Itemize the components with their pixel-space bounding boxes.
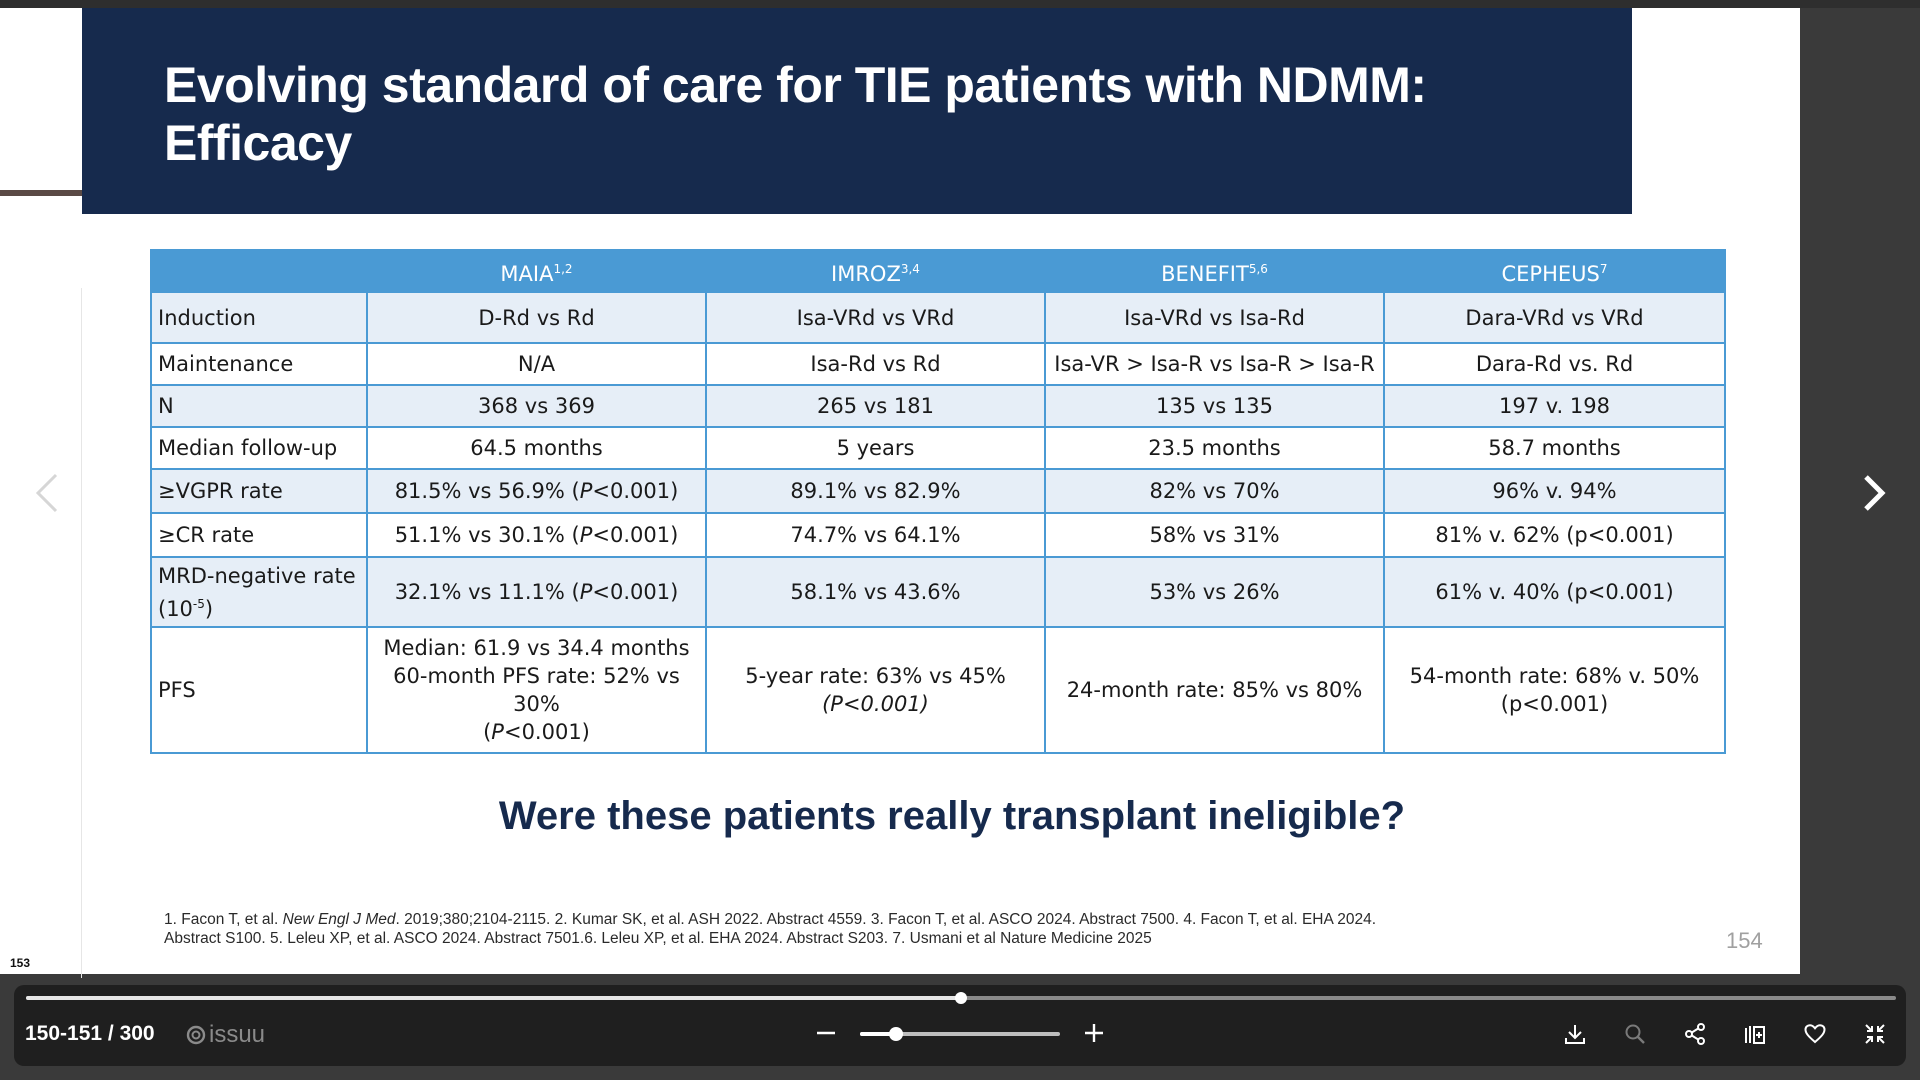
table-cell: 58.7 months	[1383, 426, 1726, 470]
viewer-toolbar: 150-151 / 300 issuu	[14, 985, 1906, 1066]
table-row-vgpr: ≥VGPR rate 81.5% vs 56.9% (P<0.001) 89.1…	[150, 468, 1726, 514]
brand-text: issuu	[209, 1021, 266, 1048]
table-row-induction: Induction D-Rd vs Rd Isa-VRd vs VRd Isa-…	[150, 291, 1726, 344]
table-cell: 135 vs 135	[1044, 384, 1385, 428]
zoom-slider-fill	[860, 1032, 896, 1036]
table-cell: 32.1% vs 11.1% (P<0.001)	[366, 556, 707, 628]
table-cell: 5-year rate: 63% vs 45% (P<0.001)	[705, 626, 1046, 754]
table-row-pfs: PFS Median: 61.9 vs 34.4 months 60-month…	[150, 626, 1726, 754]
plus-icon	[1085, 1024, 1103, 1042]
row-label: Median follow-up	[150, 426, 368, 470]
like-button[interactable]	[1800, 1019, 1830, 1049]
table-cell: Isa-Rd vs Rd	[705, 342, 1046, 386]
left-page-rule	[0, 190, 82, 196]
table-cell: D-Rd vs Rd	[366, 291, 707, 344]
page-progress-bar[interactable]	[26, 992, 1896, 1004]
table-row-maintenance: Maintenance N/A Isa-Rd vs Rd Isa-VR > Is…	[150, 342, 1726, 386]
viewer-top-strip	[0, 0, 1920, 8]
slide-question: Were these patients really transplant in…	[498, 794, 1406, 838]
table-cell: 51.1% vs 30.1% (P<0.001)	[366, 512, 707, 558]
add-to-stack-button[interactable]	[1740, 1019, 1770, 1049]
table-row-mrd: MRD-negative rate (10-5) 32.1% vs 11.1% …	[150, 556, 1726, 628]
table-cell: 81% v. 62% (p<0.001)	[1383, 512, 1726, 558]
page-progress-fill	[26, 996, 961, 1000]
zoom-in-button[interactable]	[1080, 1019, 1108, 1047]
table-row-cr: ≥CR rate 51.1% vs 30.1% (P<0.001) 74.7% …	[150, 512, 1726, 558]
chevron-left-icon	[35, 473, 58, 513]
table-cell: Dara-Rd vs. Rd	[1383, 342, 1726, 386]
header-maia: MAIA1,2	[366, 249, 707, 293]
table-cell: 53% vs 26%	[1044, 556, 1385, 628]
download-button[interactable]	[1560, 1019, 1590, 1049]
zoom-slider-handle[interactable]	[889, 1027, 903, 1041]
table-cell: 23.5 months	[1044, 426, 1385, 470]
left-page-number: 153	[10, 956, 31, 970]
table-cell: Dara-VRd vs VRd	[1383, 291, 1726, 344]
zoom-slider[interactable]	[860, 1027, 1060, 1041]
download-icon	[1565, 1025, 1585, 1044]
issuu-icon	[186, 1025, 206, 1045]
row-label: Maintenance	[150, 342, 368, 386]
efficacy-table: MAIA1,2 IMROZ3,4 BENEFIT5,6 CEPHEUS7 Ind…	[150, 249, 1726, 754]
row-label: PFS	[150, 626, 368, 754]
minus-icon	[817, 1031, 835, 1035]
table-cell: 81.5% vs 56.9% (P<0.001)	[366, 468, 707, 514]
right-page-slide[interactable]: Evolving standard of care for TIE patien…	[82, 8, 1800, 974]
heart-icon	[1804, 1024, 1826, 1044]
chevron-right-icon	[1864, 475, 1886, 511]
page-gutter	[81, 288, 82, 978]
table-cell: 5 years	[705, 426, 1046, 470]
table-cell: Isa-VR > Isa-R vs Isa-R > Isa-R	[1044, 342, 1385, 386]
table-cell: 96% v. 94%	[1383, 468, 1726, 514]
table-cell: 82% vs 70%	[1044, 468, 1385, 514]
add-to-stack-icon	[1745, 1026, 1765, 1044]
slide-title-line1: Evolving standard of care for TIE patien…	[164, 57, 1427, 113]
next-page-button[interactable]	[1854, 468, 1894, 518]
references: 1. Facon T, et al. New Engl J Med. 2019;…	[164, 911, 1377, 947]
previous-page-button[interactable]	[26, 468, 66, 518]
table-cell: 368 vs 369	[366, 384, 707, 428]
table-cell: 89.1% vs 82.9%	[705, 468, 1046, 514]
issuu-logo[interactable]: issuu	[186, 1021, 265, 1049]
table-cell: 58% vs 31%	[1044, 512, 1385, 558]
page-indicator: 150-151 / 300	[25, 1022, 155, 1045]
row-label: Induction	[150, 291, 368, 344]
share-icon	[1685, 1023, 1705, 1045]
row-label: N	[150, 384, 368, 428]
table-row-followup: Median follow-up 64.5 months 5 years 23.…	[150, 426, 1726, 470]
row-label: MRD-negative rate (10-5)	[150, 556, 368, 628]
table-cell: 61% v. 40% (p<0.001)	[1383, 556, 1726, 628]
exit-fullscreen-button[interactable]	[1860, 1019, 1890, 1049]
table-cell: 265 vs 181	[705, 384, 1046, 428]
table-cell: 74.7% vs 64.1%	[705, 512, 1046, 558]
header-benefit: BENEFIT5,6	[1044, 249, 1385, 293]
table-cell: 24-month rate: 85% vs 80%	[1044, 626, 1385, 754]
exit-fullscreen-icon	[1865, 1024, 1885, 1044]
table-cell: 64.5 months	[366, 426, 707, 470]
row-label: ≥VGPR rate	[150, 468, 368, 514]
slide-title-line2: Efficacy	[164, 115, 352, 171]
page-progress-handle[interactable]	[955, 992, 967, 1004]
slide-page-number: 154	[1726, 928, 1763, 953]
table-row-n: N 368 vs 369 265 vs 181 135 vs 135 197 v…	[150, 384, 1726, 428]
header-empty-cell	[150, 249, 368, 293]
table-cell: 54-month rate: 68% v. 50% (p<0.001)	[1383, 626, 1726, 754]
header-cepheus: CEPHEUS7	[1383, 249, 1726, 293]
table-cell: Median: 61.9 vs 34.4 months 60-month PFS…	[366, 626, 707, 754]
table-cell: 58.1% vs 43.6%	[705, 556, 1046, 628]
table-cell: Isa-VRd vs Isa-Rd	[1044, 291, 1385, 344]
table-cell: Isa-VRd vs VRd	[705, 291, 1046, 344]
search-button[interactable]	[1620, 1019, 1650, 1049]
table-cell: 197 v. 198	[1383, 384, 1726, 428]
table-header-row: MAIA1,2 IMROZ3,4 BENEFIT5,6 CEPHEUS7	[150, 249, 1726, 293]
zoom-out-button[interactable]	[812, 1019, 840, 1047]
slide-title: Evolving standard of care for TIE patien…	[164, 56, 1564, 172]
table-cell: N/A	[366, 342, 707, 386]
row-label: ≥CR rate	[150, 512, 368, 558]
title-band: Evolving standard of care for TIE patien…	[82, 8, 1632, 214]
search-icon	[1625, 1024, 1645, 1044]
share-button[interactable]	[1680, 1019, 1710, 1049]
header-imroz: IMROZ3,4	[705, 249, 1046, 293]
